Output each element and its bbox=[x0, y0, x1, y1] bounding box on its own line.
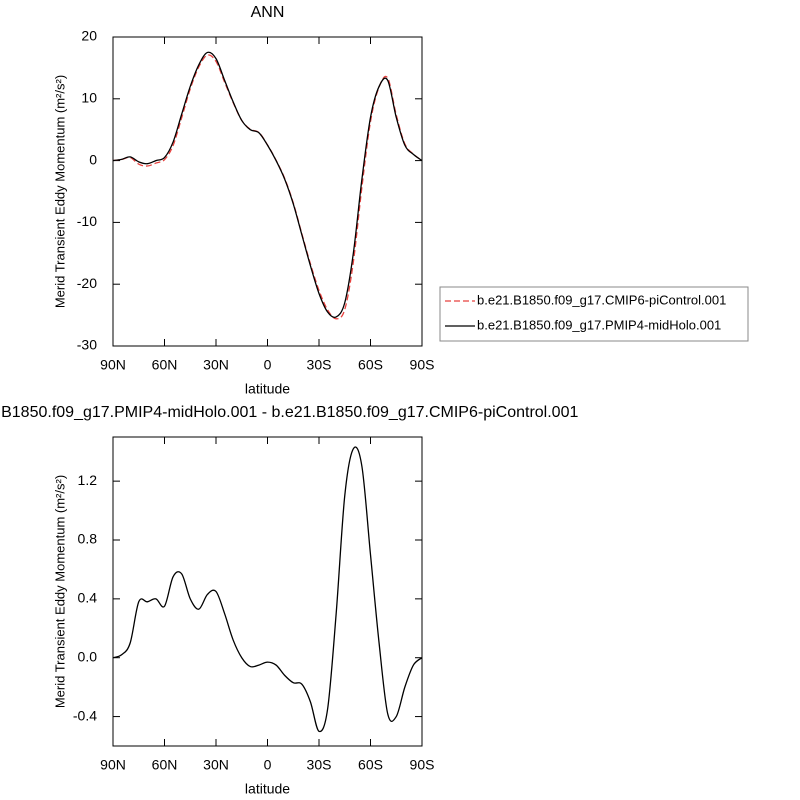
legend-box bbox=[439, 286, 749, 342]
plot-frame bbox=[112, 36, 423, 347]
x-tick-label: 60S bbox=[358, 357, 383, 373]
y-tick-label: -30 bbox=[77, 337, 97, 353]
y-tick-label: -10 bbox=[77, 213, 97, 229]
x-tick-label: 90S bbox=[410, 357, 435, 373]
legend-label: b.e21.B1850.f09_g17.PMIP4-midHolo.001 bbox=[477, 317, 721, 332]
plot-frame bbox=[112, 436, 423, 747]
x-tick-label: 30S bbox=[307, 357, 332, 373]
y-tick-label: 0 bbox=[89, 151, 97, 167]
x-axis-label: latitude bbox=[245, 381, 290, 397]
data-line bbox=[112, 446, 423, 733]
x-tick-label: 0 bbox=[264, 757, 272, 773]
x-tick-label: 90N bbox=[100, 357, 126, 373]
x-tick-label: 0 bbox=[264, 357, 272, 373]
y-tick-label: -20 bbox=[77, 275, 97, 291]
x-tick-label: 60N bbox=[152, 757, 178, 773]
x-tick-label: 30N bbox=[203, 757, 229, 773]
y-tick-label: 0.4 bbox=[78, 590, 98, 606]
y-tick-label: 20 bbox=[81, 28, 97, 44]
y-tick-label: -0.4 bbox=[73, 707, 97, 723]
x-tick-label: 90S bbox=[410, 757, 435, 773]
x-tick-label: 90N bbox=[100, 757, 126, 773]
chart-title: ANN bbox=[251, 4, 285, 21]
y-axis-label: Merid Transient Eddy Momentum (m²/s²) bbox=[52, 75, 67, 308]
x-tick-label: 60N bbox=[152, 357, 178, 373]
x-tick-label: 30S bbox=[307, 757, 332, 773]
y-tick-label: 10 bbox=[81, 90, 97, 106]
x-tick-label: 60S bbox=[358, 757, 383, 773]
x-axis-label: latitude bbox=[245, 781, 290, 797]
y-tick-label: 0.8 bbox=[78, 531, 98, 547]
data-line bbox=[112, 51, 423, 319]
x-tick-label: 30N bbox=[203, 357, 229, 373]
y-tick-label: 0.0 bbox=[78, 648, 98, 664]
y-axis-label: Merid Transient Eddy Momentum (m²/s²) bbox=[52, 475, 67, 708]
y-tick-label: 1.2 bbox=[78, 472, 98, 488]
chart-title: b.e21.B1850.f09_g17.PMIP4-midHolo.001 - … bbox=[0, 404, 578, 421]
legend-label: b.e21.B1850.f09_g17.CMIP6-piControl.001 bbox=[477, 292, 726, 307]
